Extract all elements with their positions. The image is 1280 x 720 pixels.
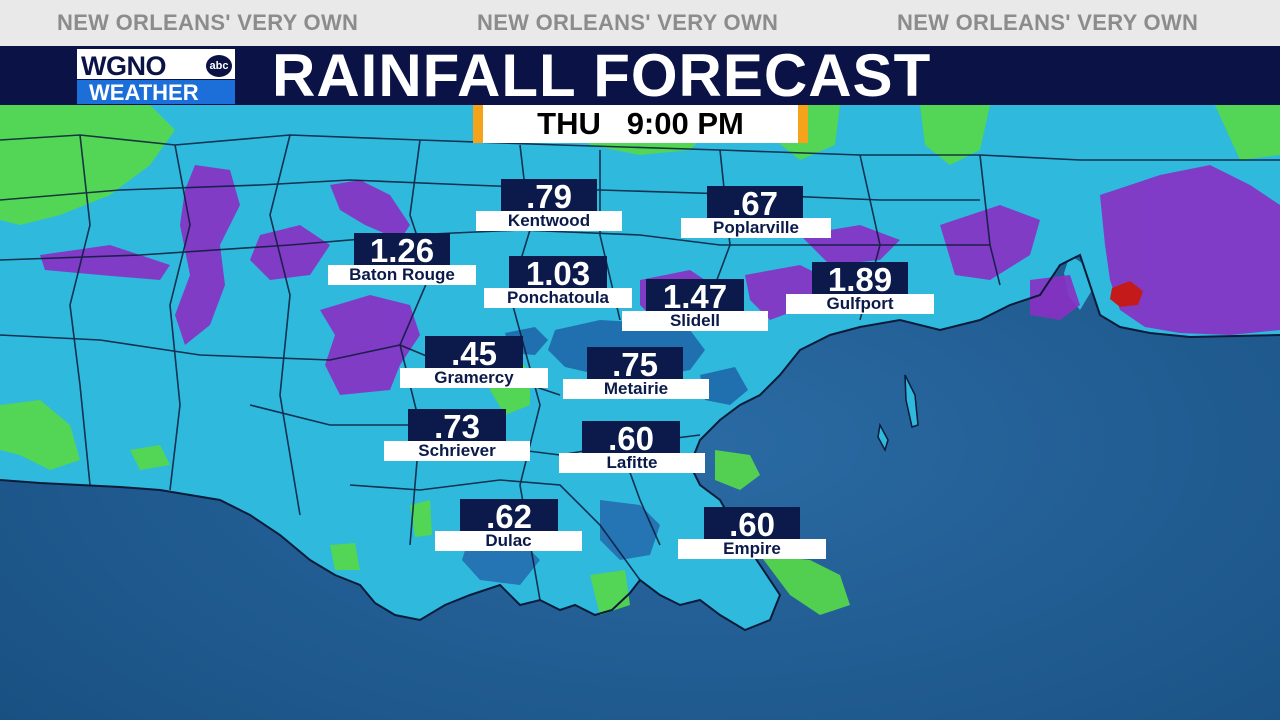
rainfall-value: .60 (704, 507, 800, 543)
time-stamp: THU 9:00 PM (483, 105, 798, 143)
rainfall-value: .73 (408, 409, 506, 445)
rainfall-value: .62 (460, 499, 558, 535)
rainfall-value: .79 (501, 179, 597, 215)
logo-bottom: WEATHER (77, 80, 235, 105)
city-name: Metairie (563, 379, 709, 399)
city-name: Slidell (622, 311, 768, 331)
city-name: Kentwood (476, 211, 622, 231)
rainfall-value: 1.03 (509, 256, 607, 292)
city-label-gulfport: 1.89 Gulfport (786, 262, 934, 316)
chandeleur-islands (877, 374, 919, 452)
rainfall-map (0, 105, 1280, 720)
rainfall-value: .45 (425, 336, 523, 372)
city-label-slidell: 1.47 Slidell (622, 279, 768, 333)
city-name: Dulac (435, 531, 582, 551)
rainfall-value: 1.26 (354, 233, 450, 269)
logo-wgno-text: WGNO (81, 51, 167, 81)
city-label-ponchatoula: 1.03 Ponchatoula (484, 256, 632, 310)
city-name: Gulfport (786, 294, 934, 314)
coastline (0, 253, 1280, 632)
city-name: Empire (678, 539, 826, 559)
city-name: Ponchatoula (484, 288, 632, 308)
city-label-poplarville: .67 Poplarville (681, 186, 831, 240)
city-name: Gramercy (400, 368, 548, 388)
lake-borgne (700, 367, 748, 405)
rainfall-value: 1.47 (646, 279, 744, 315)
city-name: Poplarville (681, 218, 831, 238)
tagline-text: NEW ORLEANS' VERY OWN (57, 10, 359, 35)
extreme-rain-area (1110, 281, 1143, 307)
city-label-baton-rouge: 1.26 Baton Rouge (328, 233, 476, 287)
logo-top: WGNO abc (77, 49, 235, 81)
city-name: Schriever (384, 441, 530, 461)
time-stamp-box: THU 9:00 PM (473, 105, 808, 143)
rainfall-value: .60 (582, 421, 680, 457)
city-label-schriever: .73 Schriever (384, 409, 530, 463)
tagline-bar: NEW ORLEANS' VERY OWN NEW ORLEANS' VERY … (0, 0, 1280, 46)
city-label-kentwood: .79 Kentwood (476, 179, 622, 233)
city-label-metairie: .75 Metairie (563, 347, 709, 401)
rainfall-value: .67 (707, 186, 803, 222)
city-label-empire: .60 Empire (678, 507, 826, 561)
tagline-text: NEW ORLEANS' VERY OWN (897, 10, 1199, 35)
logo-weather-text: WEATHER (89, 80, 199, 105)
city-label-lafitte: .60 Lafitte (559, 421, 705, 475)
page-title: RAINFALL FORECAST (272, 42, 932, 109)
rainfall-value: 1.89 (812, 262, 908, 298)
city-label-dulac: .62 Dulac (435, 499, 582, 553)
station-logo: WGNO abc WEATHER (77, 46, 235, 105)
tagline-text: NEW ORLEANS' VERY OWN (477, 10, 779, 35)
rainfall-value: .75 (587, 347, 683, 383)
city-name: Baton Rouge (328, 265, 476, 285)
abc-logo-icon: abc (206, 55, 232, 77)
heavy-rain-areas (40, 165, 1280, 395)
city-label-gramercy: .45 Gramercy (400, 336, 548, 390)
city-name: Lafitte (559, 453, 705, 473)
